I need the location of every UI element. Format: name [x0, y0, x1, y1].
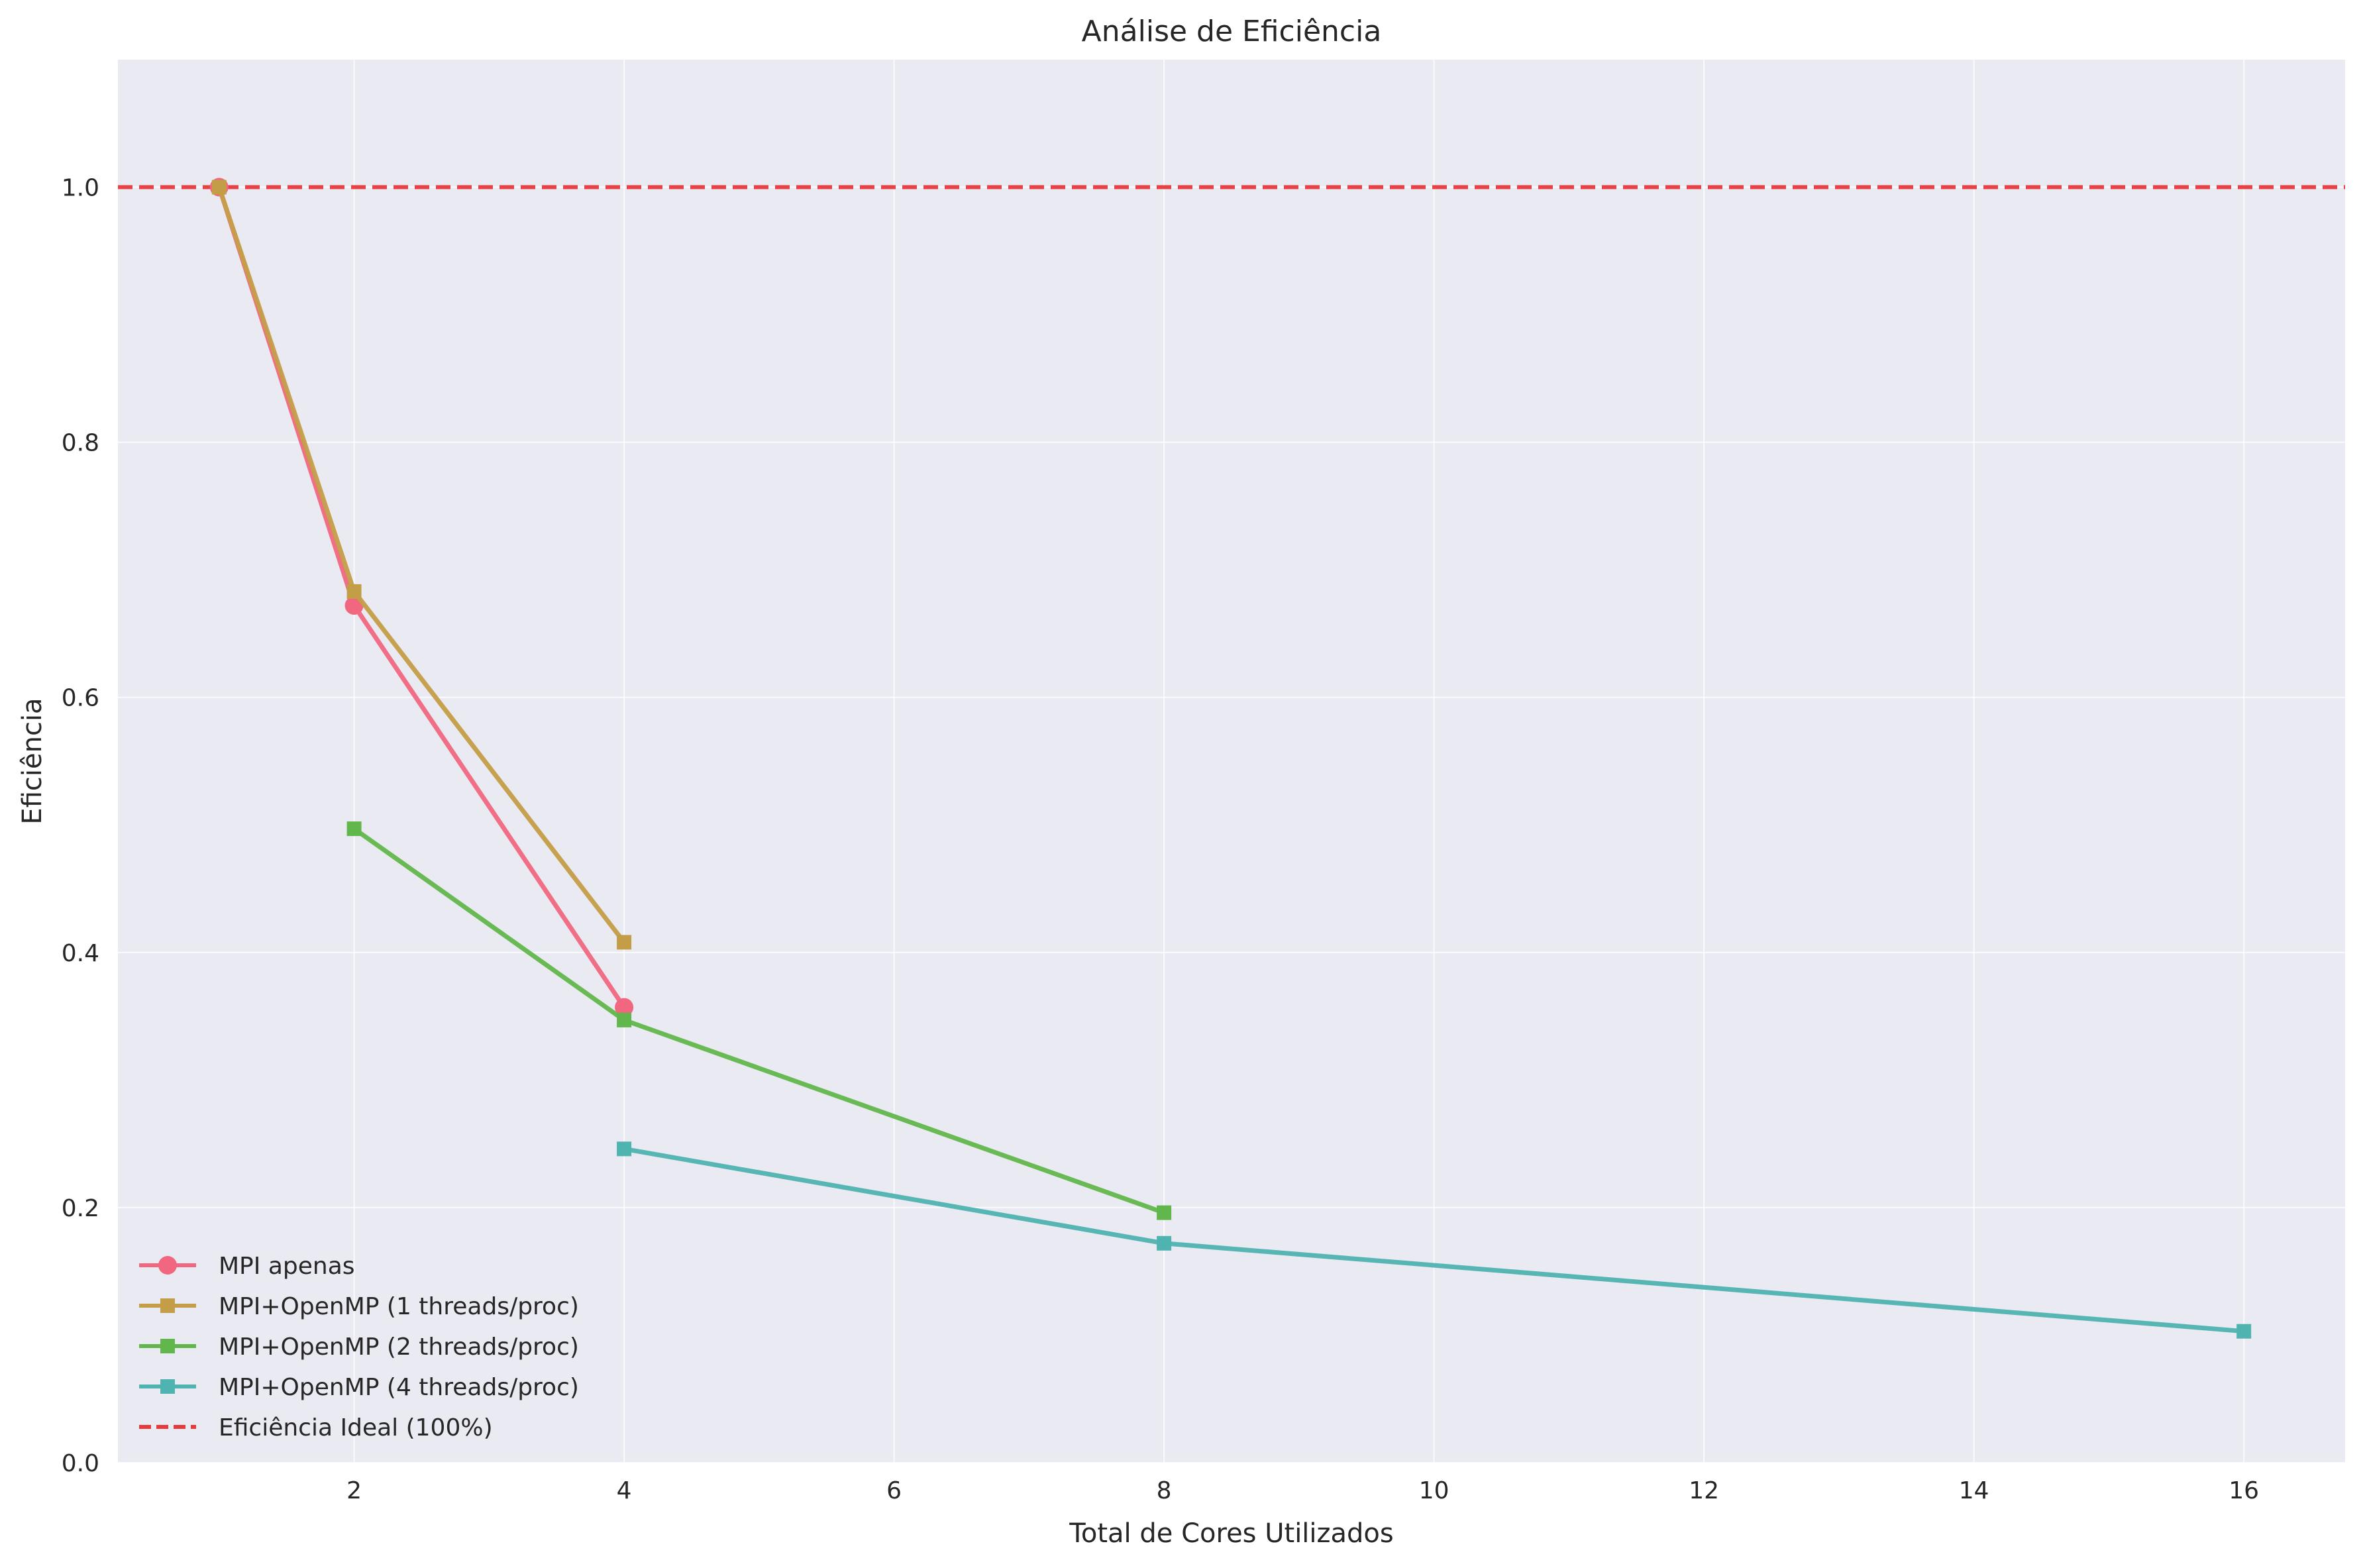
- chart-title: Análise de Eficiência: [1082, 15, 1382, 48]
- x-axis-ticks: 2 4 6 8 10 12 14 16: [346, 1477, 2259, 1504]
- y-tick-label: 0.4: [62, 940, 99, 967]
- legend-entry: MPI+OpenMP (4 threads/proc): [139, 1374, 579, 1401]
- data-point: [346, 584, 362, 599]
- data-point: [1157, 1235, 1172, 1251]
- data-point: [615, 998, 634, 1017]
- x-tick-label: 16: [2229, 1477, 2259, 1504]
- legend-entry: MPI+OpenMP (2 threads/proc): [139, 1333, 579, 1361]
- data-point: [211, 180, 227, 195]
- series-layer: [209, 178, 2252, 1339]
- x-tick-label: 6: [886, 1477, 902, 1504]
- y-axis-label: Eficiência: [17, 698, 48, 824]
- data-point: [1157, 1205, 1172, 1220]
- y-tick-label: 0.6: [62, 685, 99, 712]
- data-point: [617, 935, 632, 950]
- data-point: [617, 1012, 632, 1027]
- series-4: [617, 1141, 2252, 1339]
- y-tick-label: 0.8: [62, 430, 99, 457]
- legend-marker: [158, 1256, 177, 1275]
- series-3: [346, 821, 1172, 1220]
- x-axis-label: Total de Cores Utilizados: [1069, 1518, 1394, 1549]
- x-tick-label: 4: [617, 1477, 632, 1504]
- legend-marker: [160, 1379, 175, 1394]
- y-tick-label: 1.0: [62, 175, 99, 202]
- legend-entry: MPI apenas: [139, 1253, 355, 1280]
- y-tick-label: 0.0: [62, 1450, 99, 1477]
- legend-marker: [160, 1339, 175, 1353]
- x-tick-label: 14: [1959, 1477, 1989, 1504]
- legend-entry: Eficiência Ideal (100%): [139, 1414, 493, 1441]
- x-tick-label: 12: [1689, 1477, 1719, 1504]
- data-point: [346, 821, 362, 837]
- legend-label: MPI apenas: [219, 1253, 355, 1280]
- y-tick-label: 0.2: [62, 1195, 99, 1222]
- legend-label: MPI+OpenMP (2 threads/proc): [219, 1333, 579, 1361]
- data-point: [2236, 1324, 2252, 1339]
- series-2: [211, 180, 632, 950]
- data-point: [617, 1141, 632, 1157]
- x-tick-label: 2: [346, 1477, 362, 1504]
- plot-area: [118, 60, 2345, 1463]
- legend-marker: [160, 1298, 175, 1313]
- legend-label: Eficiência Ideal (100%): [219, 1414, 493, 1441]
- legend-entry: MPI+OpenMP (1 threads/proc): [139, 1293, 579, 1320]
- y-axis-ticks: 0.0 0.2 0.4 0.6 0.8 1.0: [62, 175, 99, 1477]
- x-tick-label: 10: [1419, 1477, 1449, 1504]
- x-tick-label: 8: [1157, 1477, 1172, 1504]
- legend-label: MPI+OpenMP (1 threads/proc): [219, 1293, 579, 1320]
- legend-label: MPI+OpenMP (4 threads/proc): [219, 1374, 579, 1401]
- legend: MPI apenas MPI+OpenMP (1 threads/proc) MPI…: [139, 1253, 579, 1441]
